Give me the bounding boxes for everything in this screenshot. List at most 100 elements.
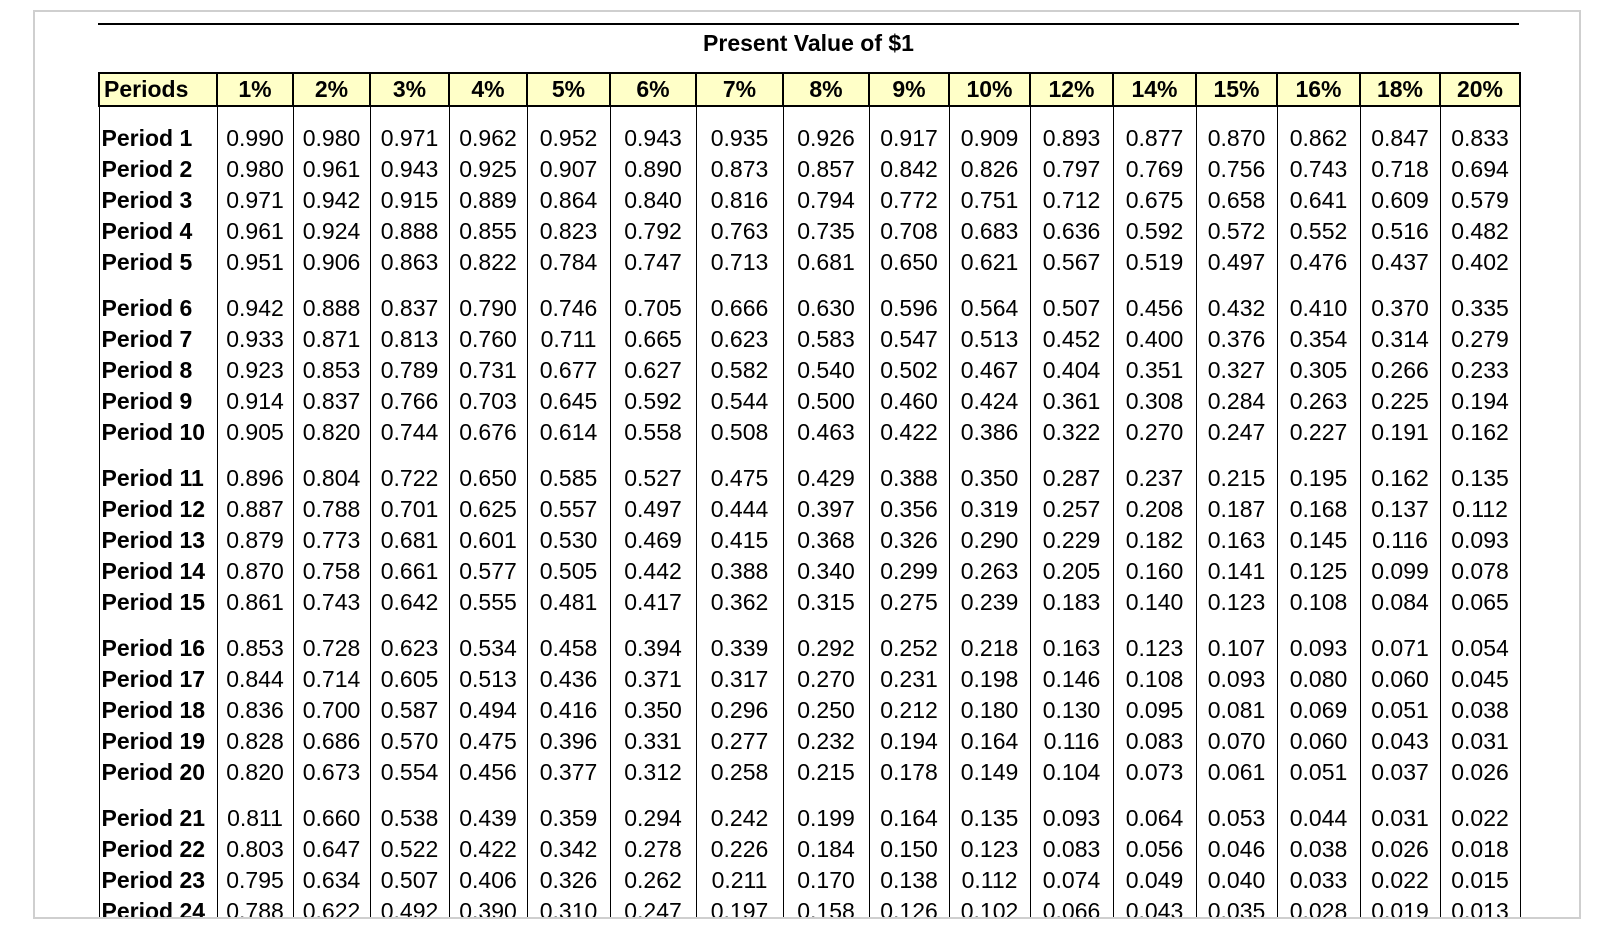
pv-factor: 0.299 xyxy=(868,555,950,586)
pv-factor: 0.497 xyxy=(609,493,697,524)
pv-factor: 0.065 xyxy=(1439,586,1521,617)
pv-factor: 0.758 xyxy=(292,555,371,586)
pv-factor: 0.326 xyxy=(868,524,950,555)
pv-factor: 0.641 xyxy=(1276,184,1361,215)
pv-factor: 0.080 xyxy=(1276,663,1361,694)
table-row: Period 1 0.990 0.980 0.971 0.962 0.952 0.943 0.… xyxy=(98,106,1521,153)
pv-factor: 0.350 xyxy=(948,447,1031,493)
pv-factor: 0.816 xyxy=(695,184,784,215)
pv-factor: 0.239 xyxy=(948,586,1031,617)
pv-factor: 0.073 xyxy=(1112,756,1197,787)
pv-factor: 0.429 xyxy=(782,447,870,493)
pv-factor: 0.558 xyxy=(609,416,697,447)
pv-factor: 0.247 xyxy=(1195,416,1278,447)
pv-factor: 0.149 xyxy=(948,756,1031,787)
pv-factor: 0.388 xyxy=(868,447,950,493)
pv-factor: 0.813 xyxy=(369,323,450,354)
pv-factor: 0.187 xyxy=(1195,493,1278,524)
pv-factor: 0.522 xyxy=(369,833,450,864)
pv-factor: 0.681 xyxy=(369,524,450,555)
pv-factor: 0.701 xyxy=(369,493,450,524)
pv-factor: 0.714 xyxy=(292,663,371,694)
pv-factor: 0.746 xyxy=(526,277,611,323)
pv-factor: 0.552 xyxy=(1276,215,1361,246)
pv-factor: 0.622 xyxy=(292,895,371,917)
pv-factor: 0.925 xyxy=(448,153,528,184)
pv-factor: 0.031 xyxy=(1359,787,1441,833)
pv-factor: 0.182 xyxy=(1112,524,1197,555)
table-row: Period 20 0.820 0.673 0.554 0.456 0.377 0.312 0… xyxy=(98,756,1521,787)
pv-factor: 0.935 xyxy=(695,106,784,153)
pv-factor: 0.229 xyxy=(1029,524,1114,555)
period-label: Period 11 xyxy=(98,447,218,493)
pv-factor: 0.826 xyxy=(948,153,1031,184)
pv-factor: 0.252 xyxy=(868,617,950,663)
pv-factor: 0.026 xyxy=(1439,756,1521,787)
pv-factor: 0.756 xyxy=(1195,153,1278,184)
pv-factor: 0.045 xyxy=(1439,663,1521,694)
pv-factor: 0.140 xyxy=(1112,586,1197,617)
pv-factor: 0.339 xyxy=(695,617,784,663)
pv-factor: 0.335 xyxy=(1439,277,1521,323)
pv-factor: 0.557 xyxy=(526,493,611,524)
period-label: Period 4 xyxy=(98,215,218,246)
pv-factor: 0.112 xyxy=(1439,493,1521,524)
period-label: Period 14 xyxy=(98,555,218,586)
pv-factor: 0.064 xyxy=(1112,787,1197,833)
pv-factor: 0.853 xyxy=(292,354,371,385)
pv-factor: 0.410 xyxy=(1276,277,1361,323)
pv-factor: 0.270 xyxy=(1112,416,1197,447)
pv-factor: 0.873 xyxy=(695,153,784,184)
pv-factor: 0.326 xyxy=(526,864,611,895)
pv-factor: 0.914 xyxy=(216,385,294,416)
pv-factor: 0.952 xyxy=(526,106,611,153)
pv-factor: 0.093 xyxy=(1439,524,1521,555)
pv-factor: 0.676 xyxy=(448,416,528,447)
pv-factor: 0.962 xyxy=(448,106,528,153)
pv-factor: 0.083 xyxy=(1112,725,1197,756)
pv-factor: 0.168 xyxy=(1276,493,1361,524)
pv-factor: 0.388 xyxy=(695,555,784,586)
pv-factor: 0.163 xyxy=(1029,617,1114,663)
pv-factor: 0.141 xyxy=(1195,555,1278,586)
pv-factor: 0.071 xyxy=(1359,617,1441,663)
pv-factor: 0.266 xyxy=(1359,354,1441,385)
pv-factor: 0.722 xyxy=(369,447,450,493)
pv-factor: 0.197 xyxy=(695,895,784,917)
pv-factor: 0.102 xyxy=(948,895,1031,917)
pv-factor: 0.126 xyxy=(868,895,950,917)
pv-factor: 0.789 xyxy=(369,354,450,385)
pv-factor: 0.354 xyxy=(1276,323,1361,354)
pv-factor: 0.971 xyxy=(216,184,294,215)
pv-factor: 0.694 xyxy=(1439,153,1521,184)
pv-factor: 0.708 xyxy=(868,215,950,246)
pv-factor: 0.227 xyxy=(1276,416,1361,447)
table-row: Period 10 0.905 0.820 0.744 0.676 0.614 0.558 0… xyxy=(98,416,1521,447)
pv-factor: 0.084 xyxy=(1359,586,1441,617)
pv-factor: 0.312 xyxy=(609,756,697,787)
pv-factor: 0.585 xyxy=(526,447,611,493)
pv-factor: 0.625 xyxy=(448,493,528,524)
pv-factor: 0.018 xyxy=(1439,833,1521,864)
pv-factor: 0.162 xyxy=(1439,416,1521,447)
pv-factor: 0.961 xyxy=(292,153,371,184)
pv-factor: 0.099 xyxy=(1359,555,1441,586)
header-rate: 8% xyxy=(782,72,870,107)
pv-factor: 0.160 xyxy=(1112,555,1197,586)
pv-factor: 0.909 xyxy=(948,106,1031,153)
pv-factor: 0.822 xyxy=(448,246,528,277)
pv-factor: 0.314 xyxy=(1359,323,1441,354)
pv-factor: 0.081 xyxy=(1195,694,1278,725)
pv-factor: 0.208 xyxy=(1112,493,1197,524)
pv-factor: 0.627 xyxy=(609,354,697,385)
pv-factor: 0.074 xyxy=(1029,864,1114,895)
pv-factor: 0.123 xyxy=(1195,586,1278,617)
pv-factor: 0.915 xyxy=(369,184,450,215)
pv-factor: 0.790 xyxy=(448,277,528,323)
pv-factor: 0.686 xyxy=(292,725,371,756)
pv-factor: 0.163 xyxy=(1195,524,1278,555)
pv-factor: 0.194 xyxy=(868,725,950,756)
pv-factor: 0.763 xyxy=(695,215,784,246)
period-label: Period 2 xyxy=(98,153,218,184)
